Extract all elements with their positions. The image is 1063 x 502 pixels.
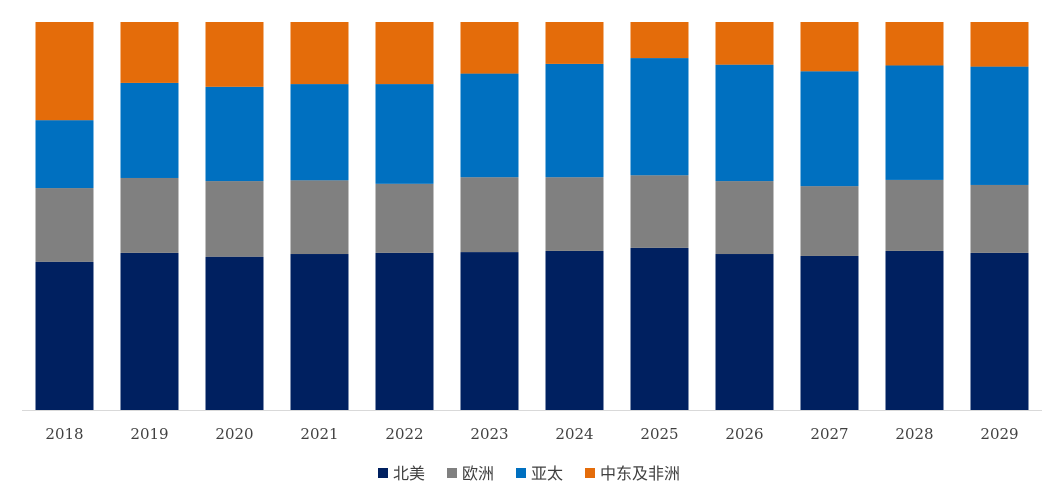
bar-segment-2019-series-3 [120, 22, 179, 83]
bar-segment-2019-series-2 [120, 82, 179, 178]
x-tick-label-2027: 2027 [810, 425, 848, 443]
bar-segment-2022-series-3 [375, 22, 434, 85]
bar-segment-2025-series-1 [630, 175, 689, 248]
bar-segment-2024-series-0 [545, 250, 604, 410]
x-tick-label-2019: 2019 [130, 425, 168, 443]
bar-segment-2028-series-2 [885, 65, 944, 180]
bar-segment-2025-series-2 [630, 58, 689, 176]
bar-segment-2026-series-3 [715, 22, 774, 65]
x-tick-label-2021: 2021 [300, 425, 338, 443]
legend-label-3: 中东及非洲 [600, 464, 680, 483]
bar-segment-2022-series-2 [375, 84, 434, 184]
bar-segment-2025-series-0 [630, 247, 689, 410]
bar-segment-2025-series-3 [630, 22, 689, 59]
legend-item-3: 中东及非洲 [585, 464, 680, 483]
bar-segment-2023-series-2 [460, 73, 519, 178]
bar-segment-2023-series-0 [460, 252, 519, 410]
bar-segment-2019-series-0 [120, 252, 179, 410]
bar-segment-2021-series-2 [290, 84, 349, 181]
bar-segment-2022-series-0 [375, 252, 434, 410]
x-tick-label-2025: 2025 [640, 425, 678, 443]
bars-layer [35, 22, 1029, 410]
bar-segment-2023-series-3 [460, 22, 519, 74]
legend-swatch-3 [585, 468, 595, 478]
bar-segment-2029-series-3 [970, 22, 1029, 67]
bar-segment-2018-series-1 [35, 188, 94, 262]
bar-segment-2028-series-1 [885, 179, 944, 251]
bar-segment-2021-series-3 [290, 22, 349, 85]
bar-segment-2018-series-2 [35, 120, 94, 189]
legend-label-2: 亚太 [531, 464, 563, 483]
x-tick-label-2028: 2028 [895, 425, 933, 443]
x-tick-label-2029: 2029 [980, 425, 1018, 443]
legend-item-2: 亚太 [516, 464, 563, 483]
bar-segment-2024-series-2 [545, 63, 604, 178]
x-tick-label-2022: 2022 [385, 425, 423, 443]
bar-segment-2023-series-1 [460, 177, 519, 253]
bar-segment-2027-series-1 [800, 186, 859, 256]
x-tick-labels: 2018 2019 2020 2021 2022 2023 2024 2025 2026 2027… [45, 425, 1018, 443]
bar-segment-2029-series-2 [970, 66, 1029, 185]
legend-swatch-2 [516, 468, 526, 478]
bar-segment-2019-series-1 [120, 177, 179, 253]
x-tick-label-2026: 2026 [725, 425, 763, 443]
bar-segment-2020-series-2 [205, 86, 264, 182]
bar-segment-2018-series-3 [35, 22, 94, 121]
bar-segment-2024-series-3 [545, 22, 604, 64]
legend-swatch-0 [378, 468, 388, 478]
legend-label-0: 北美 [393, 464, 425, 483]
bar-segment-2026-series-0 [715, 254, 774, 410]
legend-item-1: 欧洲 [447, 464, 494, 483]
bar-segment-2028-series-3 [885, 22, 944, 66]
legend-label-1: 欧洲 [462, 464, 494, 483]
x-tick-label-2023: 2023 [470, 425, 508, 443]
bar-segment-2021-series-1 [290, 180, 349, 255]
bar-segment-2027-series-0 [800, 255, 859, 410]
bar-segment-2029-series-0 [970, 252, 1029, 410]
legend-swatch-1 [447, 468, 457, 478]
bar-segment-2021-series-0 [290, 254, 349, 410]
legend-item-0: 北美 [378, 464, 425, 483]
x-tick-label-2018: 2018 [45, 425, 83, 443]
bar-segment-2022-series-1 [375, 183, 434, 253]
bar-segment-2027-series-3 [800, 22, 859, 72]
x-tick-label-2024: 2024 [555, 425, 593, 443]
bar-segment-2020-series-0 [205, 256, 264, 410]
bar-segment-2020-series-3 [205, 22, 264, 87]
bar-segment-2020-series-1 [205, 181, 264, 257]
legend: 北美 欧洲 亚太 中东及非洲 [378, 464, 680, 483]
bar-segment-2024-series-1 [545, 177, 604, 251]
bar-segment-2028-series-0 [885, 250, 944, 410]
bar-segment-2018-series-0 [35, 261, 94, 410]
bar-segment-2026-series-1 [715, 181, 774, 255]
bar-segment-2026-series-2 [715, 64, 774, 182]
bar-segment-2029-series-1 [970, 184, 1029, 253]
bar-segment-2027-series-2 [800, 71, 859, 187]
x-tick-label-2020: 2020 [215, 425, 253, 443]
